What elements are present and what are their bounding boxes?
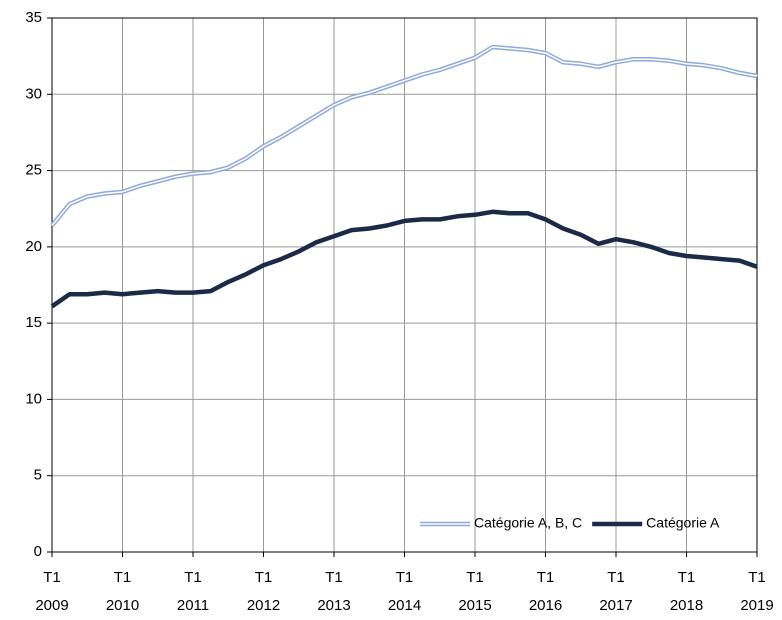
x-tick-label: T1 2011 <box>176 569 210 614</box>
x-tick-label: T1 2019 <box>740 569 774 614</box>
y-tick-label: 15 <box>25 314 42 331</box>
x-tick-label: T1 2018 <box>669 569 704 614</box>
y-tick-label: 0 <box>34 543 42 560</box>
series-line <box>50 209 758 309</box>
x-tick-label: T1 2012 <box>246 569 281 614</box>
x-tick-label: T1 2015 <box>458 569 492 614</box>
y-tick-label: 30 <box>25 85 42 102</box>
series-line-inner <box>51 46 758 226</box>
y-tick-label: 10 <box>25 390 42 407</box>
x-tick-label: T1 2017 <box>599 569 633 614</box>
x-tick-label: T1 2009 <box>35 569 69 614</box>
x-tick-label: T1 2010 <box>105 569 140 614</box>
plot-border <box>51 17 758 553</box>
x-tick-label: T1 2013 <box>317 569 351 614</box>
y-tick-label: 20 <box>25 238 42 255</box>
x-tick-label: T1 2014 <box>387 569 422 614</box>
y-tick-label: 25 <box>25 162 42 179</box>
y-tick-label: 35 <box>25 9 42 26</box>
y-tick-label: 5 <box>34 467 42 484</box>
legend-label: Catégorie A, B, C <box>474 515 582 531</box>
legend-label: Catégorie A <box>646 515 720 531</box>
x-tick-label: T1 2016 <box>528 569 563 614</box>
